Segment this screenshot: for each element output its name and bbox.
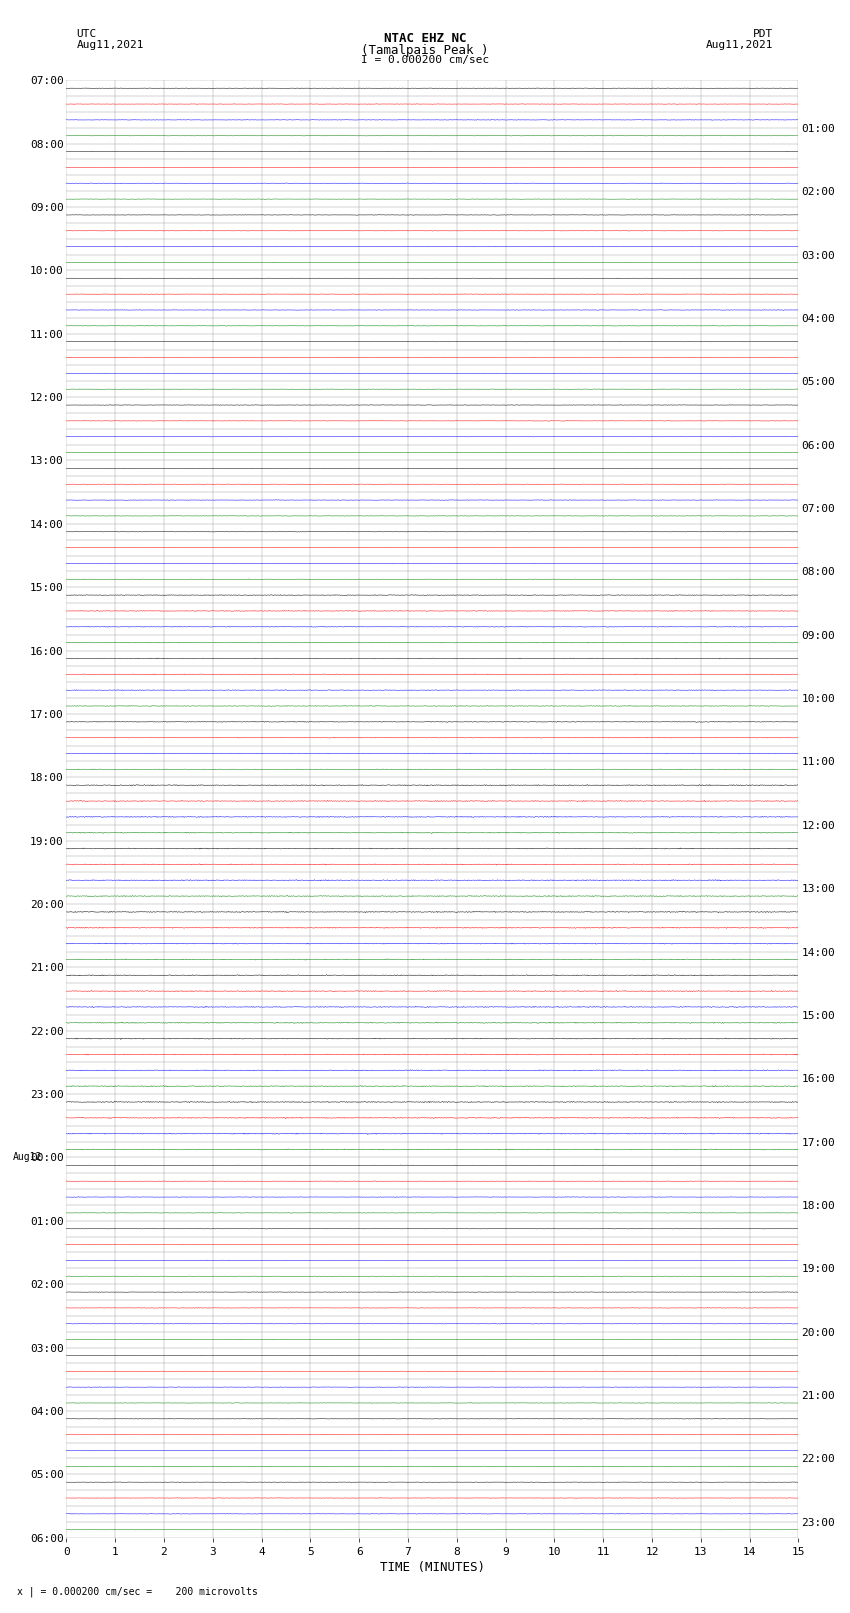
Text: Aug12: Aug12	[13, 1152, 42, 1163]
X-axis label: TIME (MINUTES): TIME (MINUTES)	[380, 1561, 484, 1574]
Text: PDT: PDT	[753, 29, 774, 39]
Text: Aug11,2021: Aug11,2021	[76, 40, 144, 50]
Text: NTAC EHZ NC: NTAC EHZ NC	[383, 32, 467, 45]
Text: I = 0.000200 cm/sec: I = 0.000200 cm/sec	[361, 55, 489, 65]
Text: UTC: UTC	[76, 29, 97, 39]
Text: Aug11,2021: Aug11,2021	[706, 40, 774, 50]
Text: x | = 0.000200 cm/sec =    200 microvolts: x | = 0.000200 cm/sec = 200 microvolts	[17, 1586, 258, 1597]
Text: (Tamalpais Peak ): (Tamalpais Peak )	[361, 44, 489, 56]
